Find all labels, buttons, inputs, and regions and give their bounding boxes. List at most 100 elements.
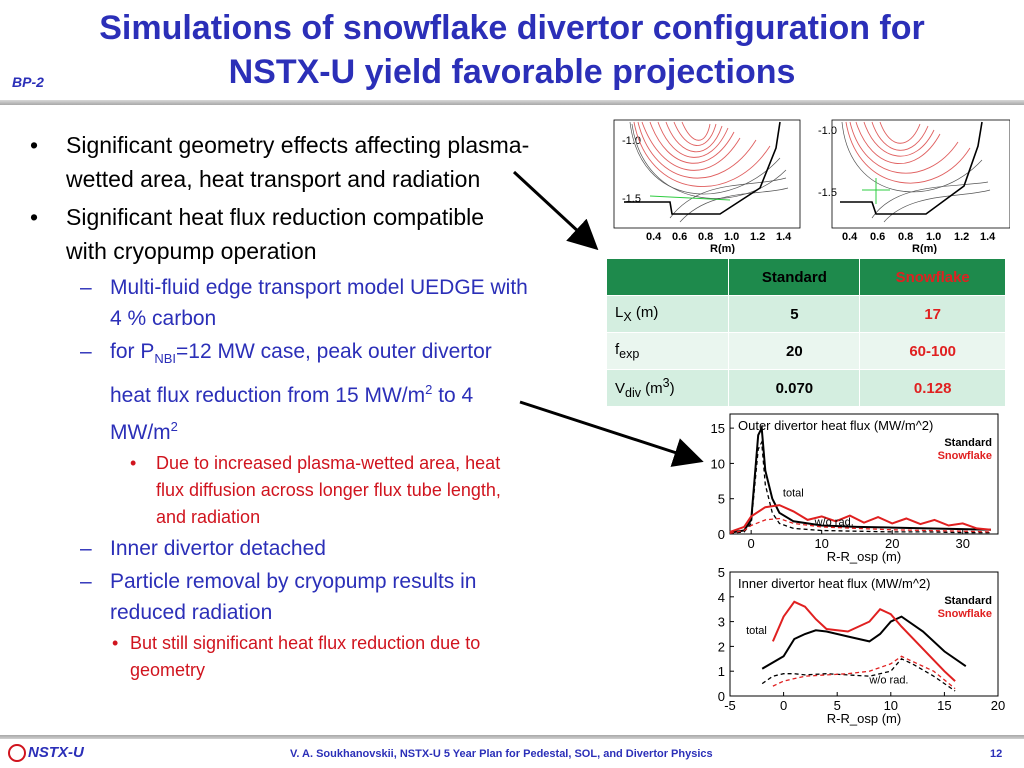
x-tick-label: 10: [814, 536, 828, 551]
x-tick-label: 1.4: [980, 231, 996, 243]
cell-standard: 20: [728, 332, 861, 370]
table-header-snowflake: Snowflake: [859, 258, 1006, 296]
bullet-list: • Significant geometry effects affecting…: [30, 128, 530, 684]
x-tick-label: 1.2: [954, 231, 969, 243]
bullet-text: Significant heat flux reduction compatib…: [66, 204, 485, 264]
x-axis-ticks: 0.4 0.6 0.8 1.0 1.2 1.4 R(m): [842, 231, 996, 254]
x-tick-label: 10: [884, 698, 898, 713]
x-tick-label: -5: [724, 698, 736, 713]
pnbi-sup-1: 2: [425, 382, 433, 398]
table-header-standard: Standard: [728, 258, 861, 296]
table-header-row: Standard Snowflake: [605, 258, 1006, 296]
series-line: [729, 439, 991, 534]
nstx-logo: NSTX-U: [8, 744, 84, 763]
y-tick-label: 10: [711, 456, 725, 471]
sub-bullet-pnbi: – for PNBI=12 MW case, peak outer divert…: [30, 336, 530, 448]
slide-title: Simulations of snowflake divertor config…: [0, 6, 1024, 94]
x-tick-label: 0: [748, 536, 755, 551]
equilibrium-plots: -1.0 -1.5 0.4 0.6 0.8 1.0 1.2 1.4 R(m) -…: [610, 118, 1010, 254]
x-tick-label: 0.6: [870, 231, 885, 243]
series-line: [761, 658, 956, 692]
y-tick-label: 1: [718, 664, 725, 679]
y-tick-label: 0: [718, 689, 725, 704]
outer-heat-flux-chart: 0 10 20 30 0 5 10 15 R-R_osp (m) Outer divertor h…: [711, 413, 999, 564]
arrow-to-equilibrium: [512, 170, 599, 251]
equilibrium-snowflake: -1.0 -1.5 0.4 0.6 0.8 1.0 1.2 1.4 R(m): [818, 119, 1010, 254]
sub-bullet-text: Multi-fluid edge transport model UEDGE w…: [110, 276, 528, 330]
row-label: Vdiv (m3): [605, 369, 730, 407]
footer-citation: V. A. Soukhanovskii, NSTX-U 5 Year Plan …: [290, 748, 713, 760]
logo-text: NSTX-U: [28, 744, 84, 761]
series-line: [729, 424, 991, 534]
dash-marker: –: [80, 537, 92, 561]
bullet-marker: •: [30, 204, 39, 230]
legend-entry: Standard: [944, 595, 992, 607]
bullet-heat-flux: • Significant heat flux reduction compat…: [30, 200, 530, 268]
bullet-marker: •: [130, 453, 137, 474]
chart-title: Outer divertor heat flux (MW/m^2): [738, 418, 933, 433]
y-tick-label: 5: [718, 492, 725, 507]
x-tick-label: 1.0: [926, 231, 941, 243]
y-tick-label: 0: [718, 527, 725, 542]
y-tick-label: -1.5: [622, 193, 641, 205]
chart-title: Inner divertor heat flux (MW/m^2): [738, 576, 931, 591]
title-divider: [0, 100, 1024, 105]
x-tick-label: 1.0: [724, 231, 739, 243]
x-tick-label: 1.2: [750, 231, 765, 243]
slide-badge: BP-2: [12, 74, 44, 90]
x-tick-label: 0.6: [672, 231, 687, 243]
series-line: [772, 655, 956, 690]
equilibrium-standard: -1.0 -1.5 0.4 0.6 0.8 1.0 1.2 1.4 R(m): [613, 119, 801, 254]
footer-divider: [0, 735, 1024, 739]
cell-standard: 0.070: [728, 369, 861, 407]
logo-icon: [8, 744, 26, 763]
dash-marker: –: [80, 340, 92, 363]
series-line: [771, 600, 956, 682]
x-tick-label: 1.4: [776, 231, 792, 243]
table-row: LX (m) 5 17: [605, 295, 1006, 333]
sub-bullet-uedge: – Multi-fluid edge transport model UEDGE…: [30, 272, 530, 334]
legend-entry: Snowflake: [938, 608, 992, 620]
chart-annotation: w/o rad.: [814, 517, 854, 529]
tertiary-bullet-reason: • Due to increased plasma-wetted area, h…: [30, 450, 530, 531]
pnbi-sup-2: 2: [170, 419, 178, 435]
cell-snowflake: 0.128: [859, 369, 1006, 407]
chart-annotation: w/o rad.: [868, 675, 908, 687]
y-tick-label: -1.0: [622, 135, 641, 147]
x-axis-label: R(m): [912, 243, 937, 254]
cell-snowflake: 17: [859, 295, 1006, 333]
x-axis-label: R-R_osp (m): [827, 549, 901, 564]
x-axis-label: R(m): [710, 243, 735, 254]
comparison-table: Standard Snowflake LX (m) 5 17 fexp 20 6…: [605, 258, 1006, 407]
arrow-to-outer-chart: [519, 400, 704, 467]
tertiary-bullet-geometry: • But still significant heat flux reduct…: [30, 630, 530, 684]
dash-marker: –: [80, 570, 92, 594]
title-line-2: NSTX-U yield favorable projections: [228, 53, 796, 91]
sub-bullet-cryopump: – Particle removal by cryopump results i…: [30, 566, 530, 628]
pnbi-subscript: NBI: [154, 351, 177, 367]
plot-frame: [729, 413, 999, 535]
table-row: Vdiv (m3) 0.070 0.128: [605, 369, 1006, 407]
x-axis-ticks: 0.4 0.6 0.8 1.0 1.2 1.4 R(m): [646, 231, 792, 254]
row-label: LX (m): [605, 295, 730, 333]
cell-standard: 5: [728, 295, 861, 333]
chart-annotation: total: [783, 488, 804, 500]
y-tick-label: -1.0: [818, 125, 837, 137]
chart-annotation: total: [746, 625, 767, 637]
x-tick-label: 5: [834, 698, 841, 713]
table-header-empty: [605, 258, 730, 296]
x-tick-label: 0: [780, 698, 787, 713]
y-tick-label: 3: [718, 615, 725, 630]
bullet-marker: •: [30, 132, 39, 158]
sub-bullet-text: Particle removal by cryopump results in …: [110, 570, 477, 625]
pnbi-to: to 4 MW/m: [110, 384, 474, 445]
series-line: [729, 517, 991, 534]
series-line: [729, 504, 991, 533]
bullet-geometry: • Significant geometry effects affecting…: [30, 128, 530, 196]
legend-entry: Snowflake: [938, 450, 992, 462]
x-axis-label: R-R_osp (m): [827, 711, 901, 726]
bullet-text: Significant geometry effects affecting p…: [66, 132, 530, 192]
y-tick-label: -1.5: [818, 187, 837, 199]
